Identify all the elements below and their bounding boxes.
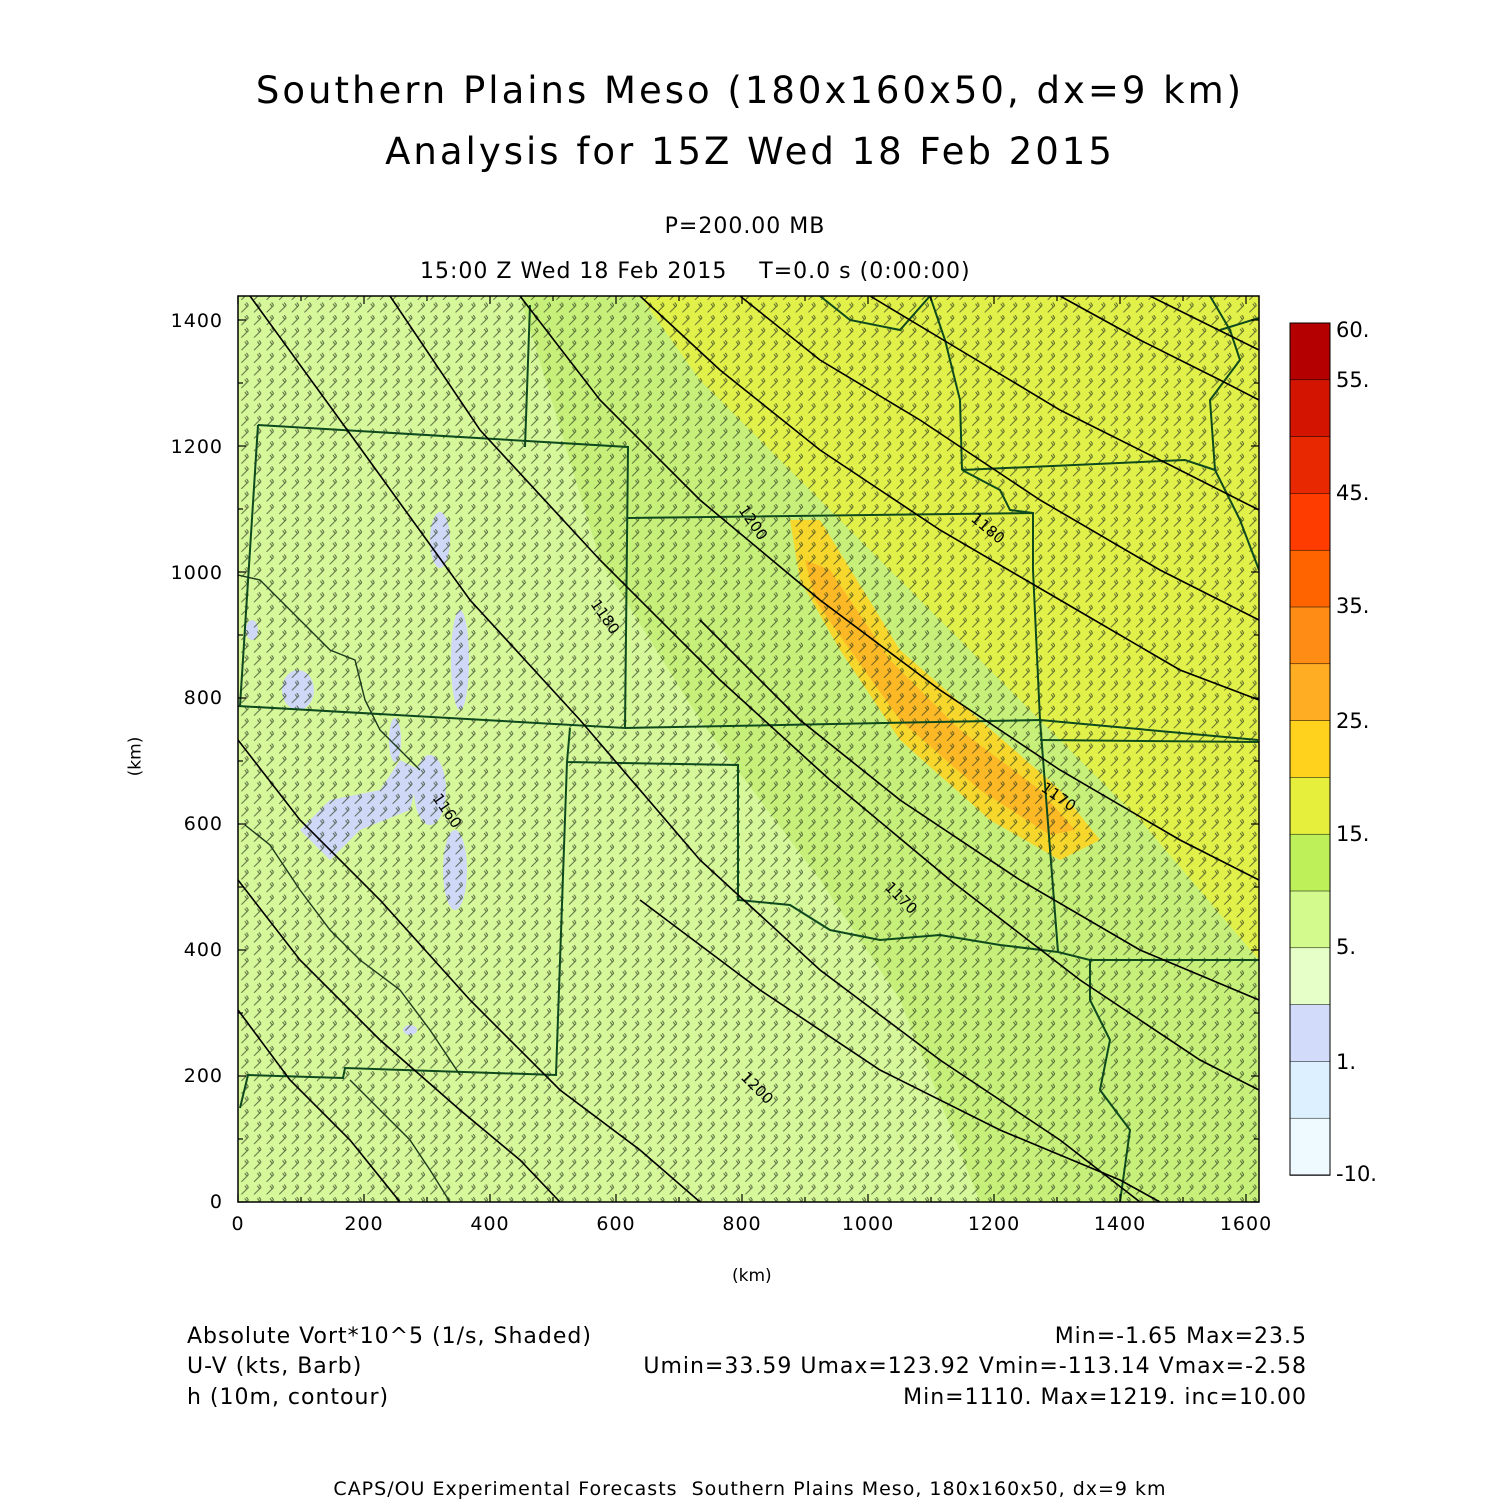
plot-title-line2: Analysis for 15Z Wed 18 Feb 2015 (385, 130, 1115, 173)
colorbar-band (1289, 777, 1331, 835)
wind-barbs (238, 296, 1259, 1202)
x-tick-label: 200 (344, 1213, 384, 1235)
colorbar-band (1289, 1061, 1331, 1119)
colorbar-band (1289, 379, 1331, 438)
y-tick-label: 200 (183, 1065, 223, 1087)
legend-contour-stats: Min=1110. Max=1219. inc=10.00 (903, 1385, 1307, 1410)
x-tick-label: 0 (231, 1213, 245, 1235)
colorbar-label: 35. (1336, 594, 1370, 618)
colorbar-band (1289, 663, 1331, 722)
colorbar-band (1289, 890, 1331, 949)
y-tick-label: 1000 (170, 562, 223, 584)
colorbar-label: 1. (1336, 1050, 1357, 1074)
colorbar-label: 45. (1336, 481, 1370, 505)
legend-contour-name: h (10m, contour) (187, 1385, 390, 1410)
plot-frame (237, 295, 1260, 1203)
colorbar-band (1289, 606, 1331, 665)
colorbar-band (1289, 720, 1331, 779)
colorbar-band (1289, 1117, 1331, 1176)
colorbar-band (1289, 1004, 1331, 1063)
colorbar-band (1289, 322, 1331, 381)
y-tick-marks (238, 319, 1259, 1203)
colorbar-label: 60. (1336, 318, 1370, 342)
colorbar-band (1289, 549, 1331, 608)
colorbar-label: 55. (1336, 368, 1370, 392)
valid-time: 15:00 Z Wed 18 Feb 2015 T=0.0 s (0:00:00… (420, 259, 971, 284)
y-tick-label: 400 (183, 939, 223, 961)
map-field: 1200 1180 1160 1170 1200 1170 1180 1200 (238, 296, 1259, 1202)
legend-barb-stats: Umin=33.59 Umax=123.92 Vmin=-113.14 Vmax… (643, 1354, 1307, 1379)
y-tick-label: 0 (209, 1191, 223, 1213)
y-tick-label: 1400 (170, 310, 223, 332)
x-tick-label: 1600 (1219, 1213, 1273, 1235)
height-contours (238, 296, 1259, 1202)
y-tick-label: 1200 (170, 436, 223, 458)
pressure-level: P=200.00 MB (664, 214, 826, 239)
x-tick-label: 400 (470, 1213, 510, 1235)
footer-credit: CAPS/OU Experimental Forecasts Southern … (333, 1478, 1167, 1500)
colorbar-band (1289, 436, 1331, 495)
colorbar-label: 15. (1336, 822, 1370, 846)
colorbar-label: 5. (1336, 935, 1357, 959)
x-tick-label: 1400 (1093, 1213, 1147, 1235)
plot-title-line1: Southern Plains Meso (180x160x50, dx=9 k… (255, 69, 1245, 112)
colorbar-band (1289, 947, 1331, 1006)
y-axis-label: (km) (125, 736, 146, 777)
y-tick-label: 800 (183, 687, 223, 709)
colorbar-label: -10. (1336, 1162, 1377, 1186)
legend-shaded-stats: Min=-1.65 Max=23.5 (1054, 1324, 1307, 1349)
x-axis-label: (km) (732, 1266, 772, 1286)
y-tick-label: 600 (183, 813, 223, 835)
x-tick-marks (237, 296, 1247, 1202)
colorbar-band (1289, 833, 1331, 892)
x-tick-label: 1200 (967, 1213, 1021, 1235)
legend-shaded-name: Absolute Vort*10^5 (1/s, Shaded) (187, 1324, 592, 1349)
country-lines (238, 574, 461, 1202)
x-tick-label: 600 (596, 1213, 636, 1235)
x-tick-label: 800 (722, 1213, 762, 1235)
colorbar (1289, 322, 1331, 1176)
legend-barb-name: U-V (kts, Barb) (187, 1354, 363, 1379)
colorbar-band (1289, 493, 1331, 551)
colorbar-label: 25. (1336, 709, 1370, 733)
colorbar-frame (1289, 322, 1331, 1176)
x-tick-label: 1000 (841, 1213, 895, 1235)
